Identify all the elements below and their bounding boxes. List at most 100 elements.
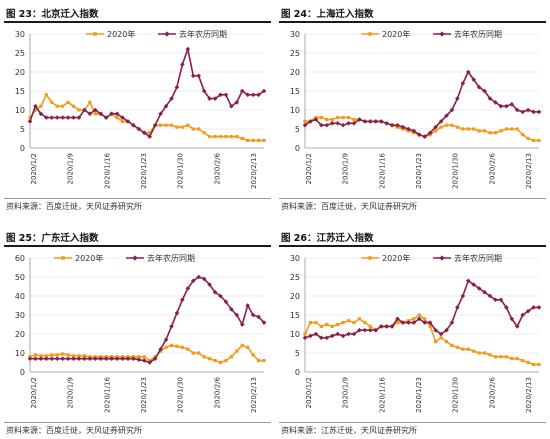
x-tick-label: 2020/2/6 [488,152,496,184]
data-point [218,92,223,98]
legend-marker [368,256,372,260]
data-point [537,138,541,142]
data-point [346,121,351,126]
data-point [472,349,476,353]
data-point [65,356,71,361]
data-point [49,115,55,120]
data-point [450,343,454,347]
data-point [245,92,250,98]
data-point [514,324,520,329]
data-point [213,359,217,363]
data-point [346,319,351,323]
data-point [460,293,466,299]
data-point [66,353,70,357]
data-point [444,340,449,344]
x-tick-label: 2020/2/6 [488,376,496,408]
data-point [520,312,525,318]
data-point [449,107,455,113]
data-point [526,136,530,141]
data-point [224,359,228,363]
data-point [65,115,71,120]
legend-marker [61,256,65,260]
series-line-0 [29,344,264,364]
source-note: 资料来源：百度迁徙，天风证券研究所 [6,202,142,211]
data-point [471,77,476,82]
x-tick-label: 2020/1/30 [452,153,460,189]
data-point [308,321,313,325]
legend-label: 去年农历同期 [179,29,227,39]
data-point [482,351,487,355]
data-point [169,343,174,347]
data-point [400,124,406,130]
data-point [120,119,125,123]
data-point [186,123,190,127]
data-point [256,359,261,363]
data-point [487,293,493,299]
title-rule [4,245,271,247]
y-tick-label: 15 [290,311,300,320]
data-point [504,127,508,131]
data-point [180,125,184,129]
source-note: 资料来源：百度迁徙，天风证券研究所 [6,426,142,435]
data-point [262,138,266,142]
data-point [174,310,180,316]
data-point [251,353,255,357]
x-tick-label: 2020/2/13 [525,153,533,189]
data-point [472,127,476,131]
data-point [352,321,356,325]
data-point [476,84,482,90]
data-point [262,359,266,363]
data-point [330,324,334,328]
data-point [125,119,131,124]
data-point [466,127,470,131]
data-point [531,362,536,366]
title-rule [279,245,546,247]
data-point [54,356,60,361]
data-point [180,345,184,349]
data-point [525,308,531,314]
data-point [384,121,389,126]
data-point [55,353,59,357]
data-point [60,356,65,361]
data-point [460,81,466,86]
data-point [235,135,239,139]
data-point [76,356,82,361]
data-point [335,331,340,337]
series-line-0 [304,314,539,366]
data-point [98,111,104,117]
data-point [28,116,32,120]
data-point [164,345,168,349]
data-point [223,92,229,98]
line-chart-beijing: 0 5 10 15 20 25 30 2020/1/2 2020/1/9 2020/1/16 202… [15,29,267,189]
y-tick-label: 30 [290,254,300,263]
data-point [38,356,44,361]
data-point [201,88,207,94]
data-point [61,104,65,108]
x-tick-label: 2020/1/2 [30,377,38,408]
data-point [54,115,60,120]
y-tick-label: 5 [295,349,300,358]
y-tick-label: 30 [15,30,25,39]
data-point [191,127,195,131]
data-point [395,321,400,325]
y-tick-label: 20 [290,292,300,301]
data-point [240,136,244,141]
data-point [521,359,525,363]
data-point [302,122,308,128]
data-point [33,356,38,361]
data-point [510,357,514,361]
data-point [180,62,185,67]
data-point [465,278,471,284]
data-point [368,119,373,124]
data-point [477,351,481,355]
x-tick-label: 2020/1/30 [177,153,185,189]
data-point [400,320,406,325]
data-point [455,125,459,129]
data-point [509,316,515,322]
data-point [466,347,470,351]
data-point [455,96,460,101]
data-point [493,131,498,135]
data-point [256,92,261,98]
data-point [261,320,267,325]
legend-marker [132,255,138,261]
